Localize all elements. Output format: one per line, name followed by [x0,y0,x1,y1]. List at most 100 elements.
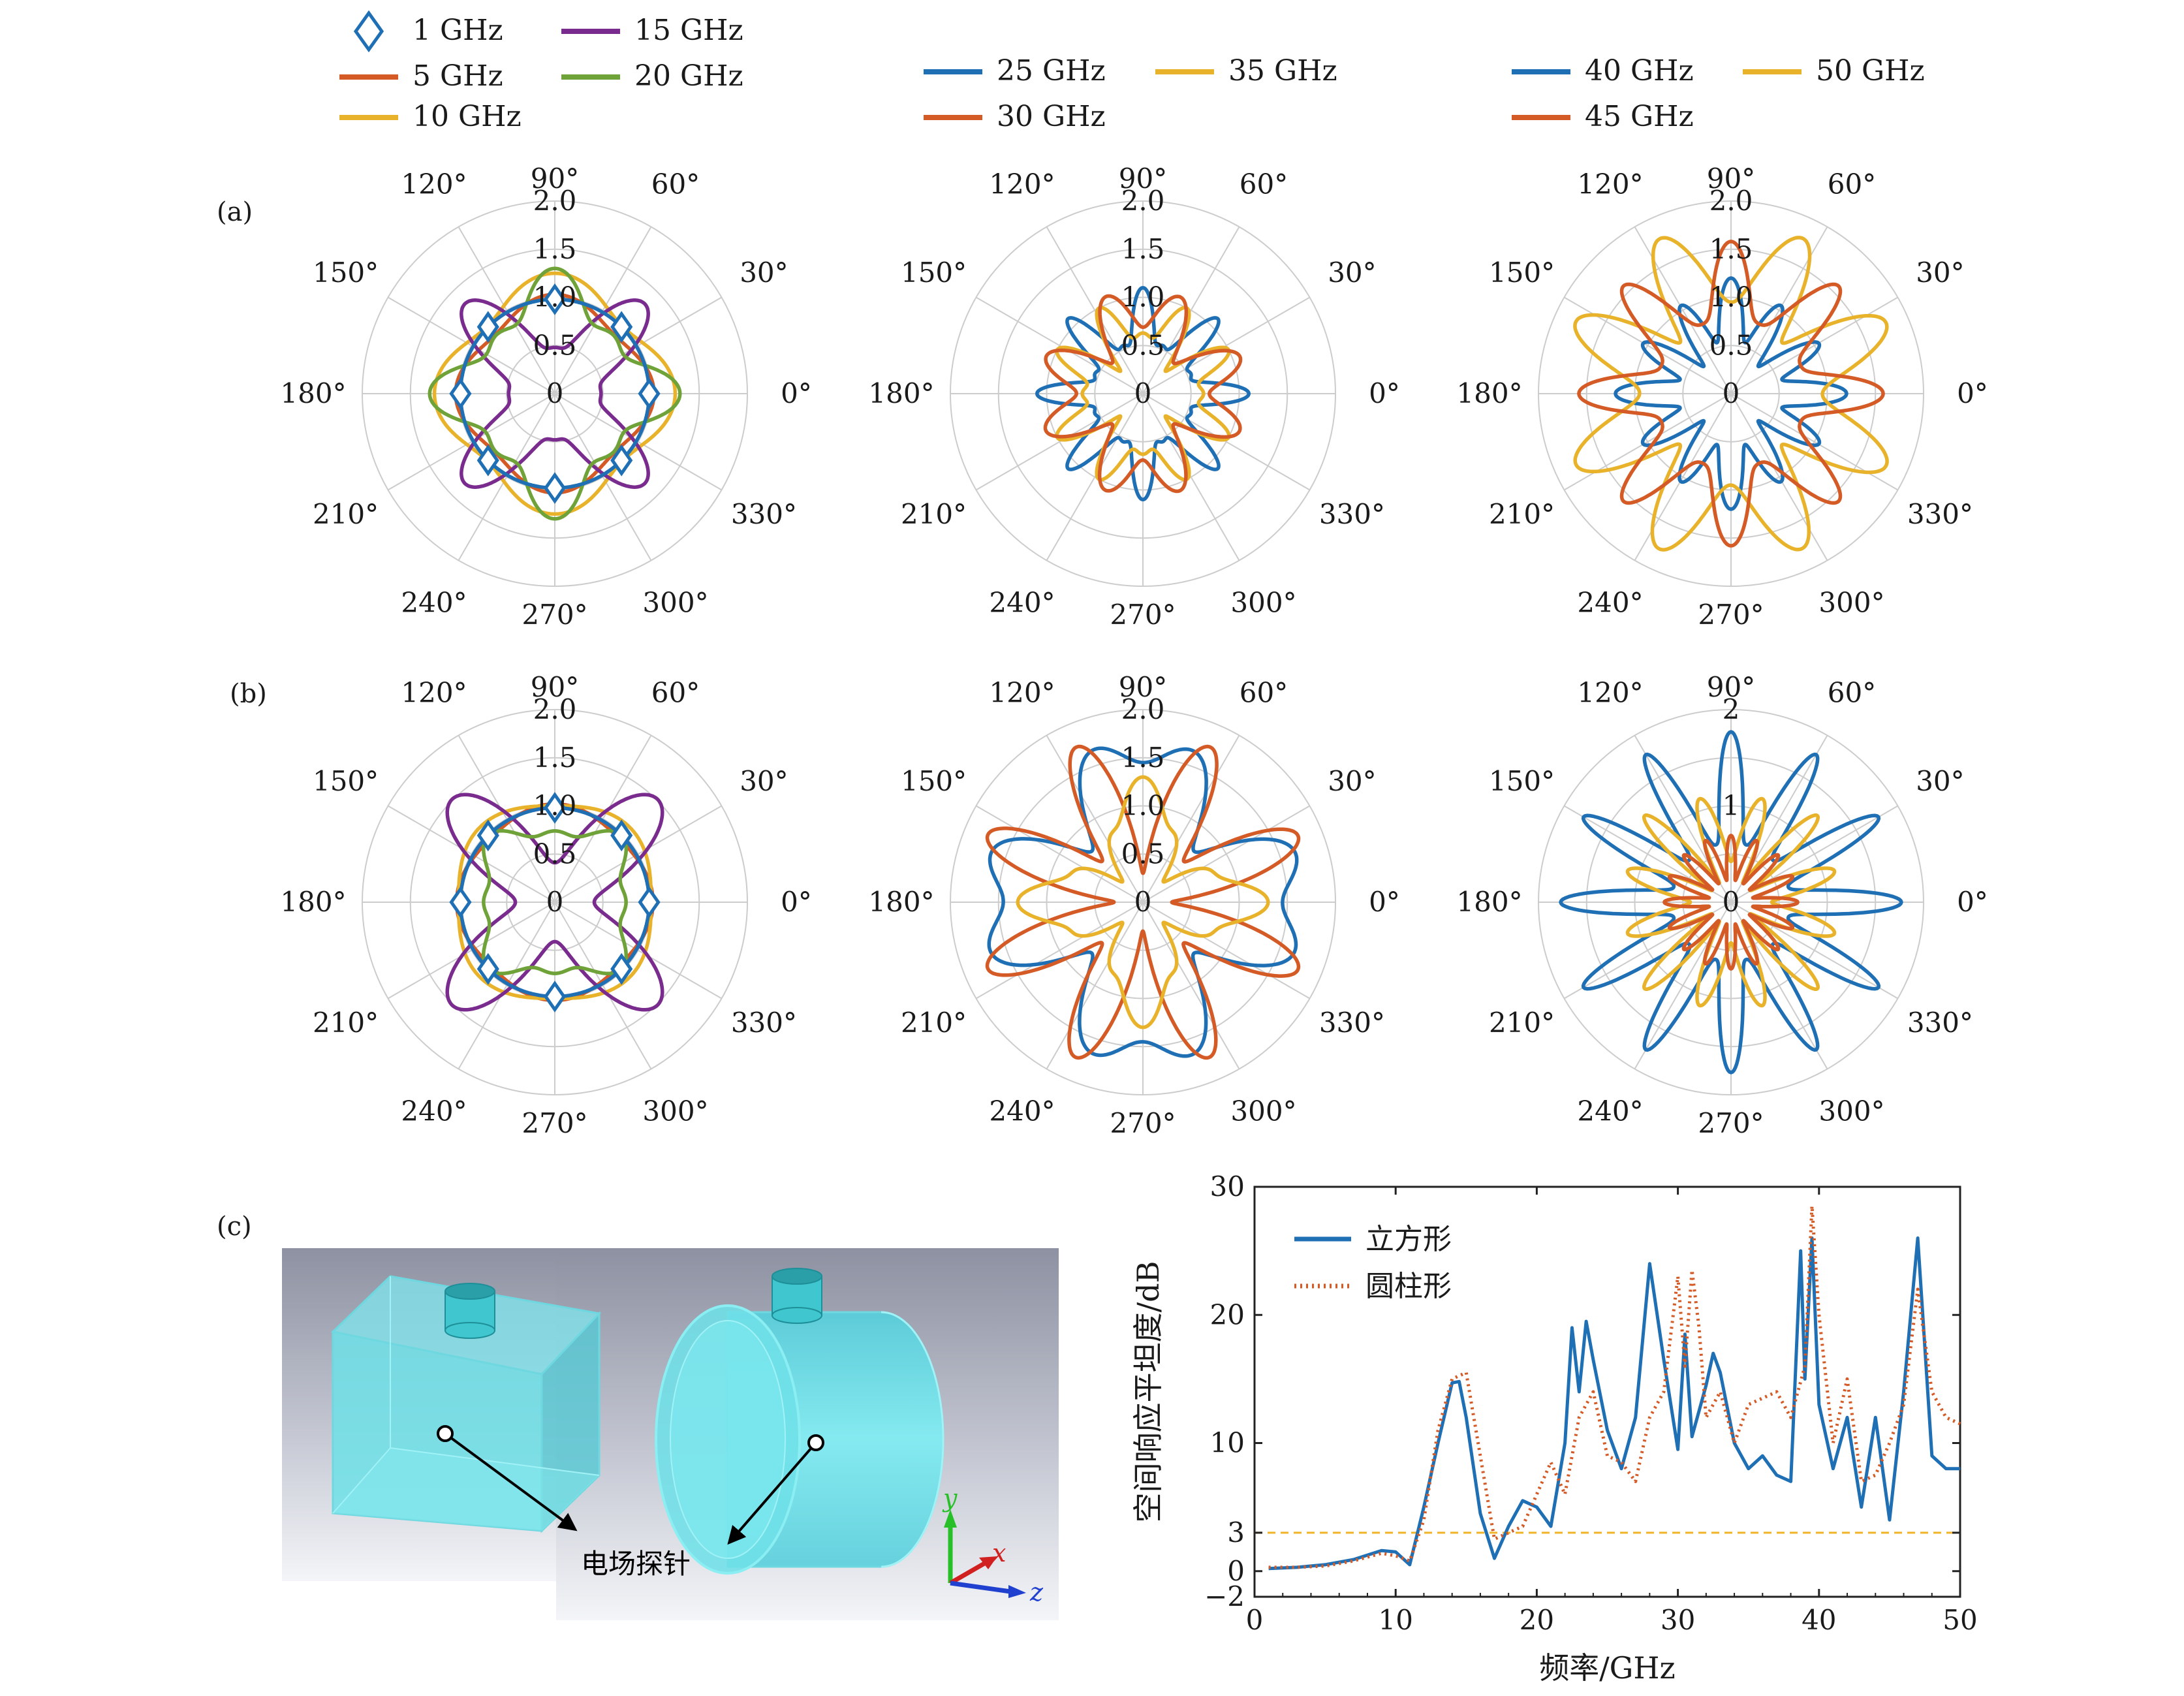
polar-grid-spoke [1634,393,1732,561]
polar-grid-spoke [458,735,555,903]
x-tick-label: 0 [1246,1604,1264,1636]
series-line-1 [1268,1236,1960,1571]
legend-1: 1 GHz 15 GHz 5 GHz 20 GHz 10 GHz [339,10,743,133]
polar-angle-label: 180° [280,377,346,409]
polar-grid-spoke [388,805,555,903]
panel-label-c: (c) [217,1212,252,1242]
axis-triad: y x z [942,1484,1044,1607]
y-tick-label: 30 [1210,1170,1245,1202]
polar-grid-spoke [388,393,555,491]
polar-angle-label: 270° [1110,1107,1176,1139]
polar-grid-spoke [388,902,555,999]
polar-marker-diamond [449,886,472,919]
legend-3: 40 GHz 50 GHz 45 GHz [1512,54,1925,133]
series-line-2 [1268,1204,1961,1569]
polar-angle-label: 240° [1577,586,1643,618]
polar-angle-label: 210° [313,498,379,530]
polar-grid-spoke [1046,902,1144,1069]
polar-series-40-GHz [1614,276,1849,511]
axis-z-label: z [1029,1578,1044,1607]
flatness-line-chart: 0 10 20 30 40 50 −20 3 10 20 30 频率/GHz 空间响应平坦度/dB 立方形… [1131,1170,1978,1686]
polar-plot-b1: 0 0.5 1.0 1.5 2.0 0° 30° 60° 90° 120° 150° 180° 210°… [280,671,811,1139]
polar-angle-label: 240° [1577,1095,1643,1127]
y-tick-label: 20 [1210,1298,1245,1330]
polar-series-10-GHz [432,271,678,516]
polar-marker-diamond [476,311,499,343]
polar-series-15-GHz [460,298,650,489]
polar-angle-label: 300° [1818,586,1884,618]
polar-grid-spoke [1564,393,1732,491]
polar-grid-spoke [1046,393,1144,561]
polar-marker-diamond [610,952,633,985]
polar-angle-label: 180° [1456,886,1522,918]
polar-radial-tick: 1.0 [1121,790,1165,822]
legend-label: 10 GHz [413,100,522,133]
polar-angle-label: 270° [1698,599,1764,631]
polar-angle-label: 270° [522,1107,587,1139]
polar-angle-label: 90° [531,671,579,703]
polar-radial-tick: 0 [1723,886,1740,918]
probe-arrow-cylinder [727,1441,817,1545]
polar-radial-tick: 2.0 [1709,185,1753,217]
polar-radial-tick: 1.0 [1709,281,1753,313]
legend-label: 20 GHz [634,59,743,93]
legend-label: 45 GHz [1585,100,1694,133]
polar-angle-label: 60° [1240,168,1288,200]
polar-grid-spoke [1046,735,1144,903]
polar-angle-label: 120° [989,168,1055,200]
polar-radial-tick: 0 [1134,886,1152,918]
polar-grid-spoke [458,393,555,561]
polar-grid-spoke [1634,227,1732,394]
polar-grid-spoke [458,902,555,1069]
polar-angle-label: 60° [651,168,700,200]
polar-series-50-GHz [1573,236,1889,552]
probe-arrow-cube [444,1432,578,1531]
polar-grid-spoke [976,805,1144,903]
polar-angle-label: 240° [989,1095,1055,1127]
polar-angle-label: 150° [313,765,379,797]
polar-radial-tick: 1.0 [533,790,577,822]
polar-grid-spoke [1730,296,1898,394]
polar-series-25-GHz [1035,286,1251,502]
polar-grid-spoke [458,227,555,394]
x-tick-label: 10 [1378,1604,1412,1636]
polar-angle-label: 0° [1957,377,1988,409]
polar-radial-tick: 1.5 [533,742,577,774]
chart-legend-label: 立方形 [1365,1223,1452,1256]
polar-angle-label: 60° [651,677,700,709]
probe-point-cylinder [807,1434,824,1451]
polar-grid-spoke [1142,227,1240,394]
polar-series-35-GHz [1016,775,1270,1029]
polar-angle-label: 270° [522,599,587,631]
polar-angle-label: 240° [401,1095,467,1127]
legend-label: 40 GHz [1585,54,1694,87]
polar-radial-tick: 2 [1723,693,1740,725]
polar-grid-spoke [1142,393,1240,561]
polar-angle-label: 270° [1110,599,1176,631]
polar-marker-diamond [543,472,567,504]
polar-angle-label: 330° [1907,1007,1973,1039]
polar-angle-label: 300° [1818,1095,1884,1127]
polar-grid-spoke [1142,393,1310,491]
polar-series-20-GHz [428,266,682,521]
polar-marker-diamond [543,283,567,315]
polar-angle-label: 30° [740,257,788,289]
polar-grid-spoke [554,902,652,1069]
polar-angle-label: 150° [1489,765,1555,797]
probe-point-cube [437,1425,454,1442]
polar-angle-label: 0° [1369,377,1400,409]
polar-angle-label: 240° [401,586,467,618]
polar-series-30-GHz [1043,294,1243,494]
polar-series-25-GHz [987,746,1299,1058]
polar-angle-label: 90° [1119,671,1167,703]
x-tick-label: 20 [1520,1604,1554,1636]
polar-series-45-GHz [1662,834,1800,971]
legend-label: 15 GHz [634,14,743,47]
polar-angle-label: 300° [1230,586,1296,618]
y-tick-label: 10 [1210,1427,1245,1459]
legend-label: 30 GHz [997,100,1106,133]
polar-marker-diamond [610,819,633,852]
polar-angle-label: 0° [1957,886,1988,918]
polar-angle-label: 210° [1489,1007,1555,1039]
